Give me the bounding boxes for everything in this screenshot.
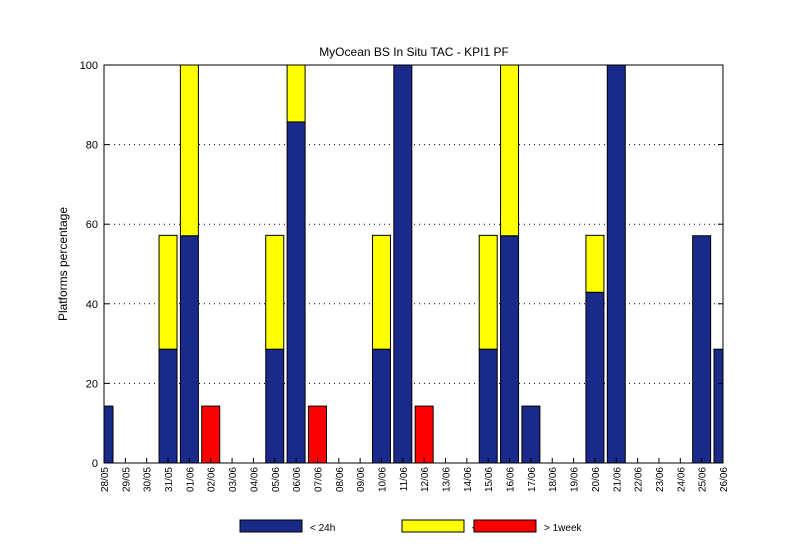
x-tick-label: 10/06 [377, 467, 388, 492]
y-axis-label: Platforms percentage [56, 207, 70, 321]
x-tick-label: 20/06 [591, 467, 602, 492]
x-tick-label: 13/06 [442, 467, 453, 492]
x-tick-label: 30/05 [143, 467, 154, 492]
y-tick-label: 0 [92, 458, 98, 470]
bar-segment [692, 235, 712, 463]
y-tick-label: 60 [86, 219, 98, 231]
x-tick-label: 06/06 [292, 467, 303, 492]
bar-segment [606, 65, 626, 463]
x-tick-label: 17/06 [527, 467, 538, 492]
x-tick-label: 03/06 [228, 467, 239, 492]
legend-label: < 24h [310, 523, 335, 534]
x-tick-label: 12/06 [420, 467, 431, 492]
x-tick-label: 22/06 [634, 467, 645, 492]
x-tick-label: 18/06 [548, 467, 559, 492]
x-tick-label: 14/06 [463, 467, 474, 492]
legend-label: > 1week [544, 523, 583, 534]
x-tick-label: 19/06 [570, 467, 581, 492]
plot-frame [103, 64, 724, 464]
axis-ticks: 0 20 40 60 80 100 28/05 29/05 30/05 31/05 01/06 02/… [80, 60, 730, 492]
bar-segment [104, 405, 114, 463]
bar-segment [179, 235, 199, 463]
chart-title: MyOcean BS In Situ TAC - KPI1 PF [319, 45, 509, 59]
x-tick-label: 28/05 [100, 467, 111, 492]
legend: < 24h< 1week> 1week [239, 519, 583, 534]
x-tick-label: 04/06 [249, 467, 260, 492]
x-tick-label: 08/06 [335, 467, 346, 492]
bar-segment [713, 348, 723, 463]
bar-segment [478, 234, 498, 350]
x-tick-label: 09/06 [356, 467, 367, 492]
x-tick-label: 11/06 [399, 467, 410, 492]
y-tick-label: 40 [86, 299, 98, 311]
bar-segment [393, 65, 413, 463]
bar-segment [500, 235, 520, 463]
x-tick-label: 15/06 [484, 467, 495, 492]
bar-segment [371, 348, 391, 463]
x-tick-label: 26/06 [719, 467, 730, 492]
x-tick-label: 16/06 [506, 467, 517, 492]
bar-segment [500, 65, 520, 237]
legend-swatch [473, 519, 537, 533]
x-tick-label: 05/06 [271, 467, 282, 492]
bar-segment [414, 405, 434, 463]
bar-segment [286, 121, 306, 463]
bar-segment [265, 234, 285, 350]
bar-segment [585, 291, 605, 463]
x-tick-label: 25/06 [698, 467, 709, 492]
y-tick-label: 80 [86, 140, 98, 152]
bars [104, 65, 723, 463]
bar-segment [585, 234, 605, 293]
bar-segment [286, 65, 306, 123]
x-tick-label: 24/06 [676, 467, 687, 492]
bar-segment [158, 348, 178, 463]
legend-swatch [401, 519, 465, 533]
bar-segment [371, 234, 391, 350]
x-tick-label: 01/06 [185, 467, 196, 492]
x-tick-label: 29/05 [121, 467, 132, 492]
x-tick-label: 23/06 [655, 467, 666, 492]
y-tick-label: 100 [80, 60, 98, 72]
bar-segment [307, 405, 327, 463]
bar-segment [478, 348, 498, 463]
y-tick-label: 20 [86, 378, 98, 390]
bar-segment [521, 405, 541, 463]
x-tick-label: 07/06 [313, 467, 324, 492]
x-tick-label: 31/05 [164, 467, 175, 492]
x-tick-label: 21/06 [612, 467, 623, 492]
bar-segment [265, 348, 285, 463]
x-tick-label: 02/06 [207, 467, 218, 492]
bar-segment [158, 234, 178, 350]
bar-segment [179, 65, 199, 237]
bar-segment [201, 405, 221, 463]
legend-swatch [239, 519, 303, 533]
